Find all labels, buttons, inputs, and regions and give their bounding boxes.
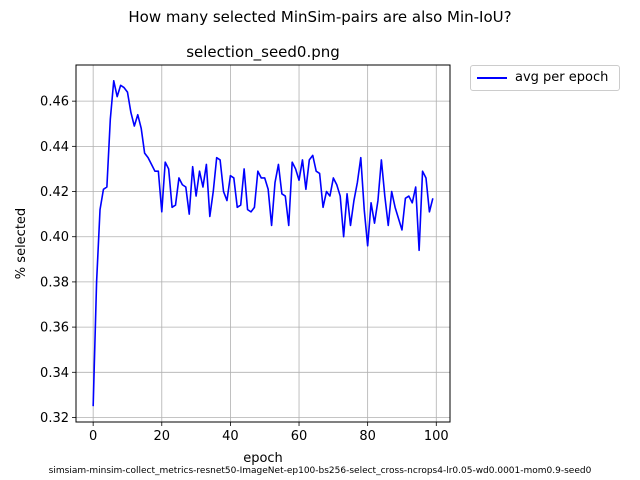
legend-swatch xyxy=(477,77,507,79)
y-tick-label: 0.40 xyxy=(40,230,69,245)
x-tick-label: 80 xyxy=(359,429,376,444)
x-tick-label: 40 xyxy=(222,429,239,444)
y-axis-label: % selected xyxy=(14,208,29,279)
chart-title: selection_seed0.png xyxy=(186,43,340,61)
chart-legend: avg per epoch xyxy=(470,65,620,91)
figure-footer: simsiam-minsim-collect_metrics-resnet50-… xyxy=(48,466,592,476)
x-tick-label: 20 xyxy=(154,429,171,444)
plot-frame xyxy=(75,64,451,423)
figure-suptitle: How many selected MinSim-pairs are also … xyxy=(128,8,512,26)
y-tick-label: 0.42 xyxy=(40,185,69,200)
x-tick-label: 0 xyxy=(89,429,97,444)
series-line xyxy=(92,80,434,407)
y-tick-label: 0.46 xyxy=(40,95,69,110)
legend-label: avg per epoch xyxy=(515,70,609,85)
y-tick-label: 0.32 xyxy=(40,411,69,426)
y-tick-label: 0.38 xyxy=(40,275,69,290)
x-axis-label: epoch xyxy=(243,451,283,466)
y-tick-label: 0.34 xyxy=(40,366,69,381)
y-tick-label: 0.44 xyxy=(40,140,69,155)
y-tick-label: 0.36 xyxy=(40,321,69,336)
x-tick-label: 100 xyxy=(424,429,449,444)
x-tick-label: 60 xyxy=(291,429,308,444)
